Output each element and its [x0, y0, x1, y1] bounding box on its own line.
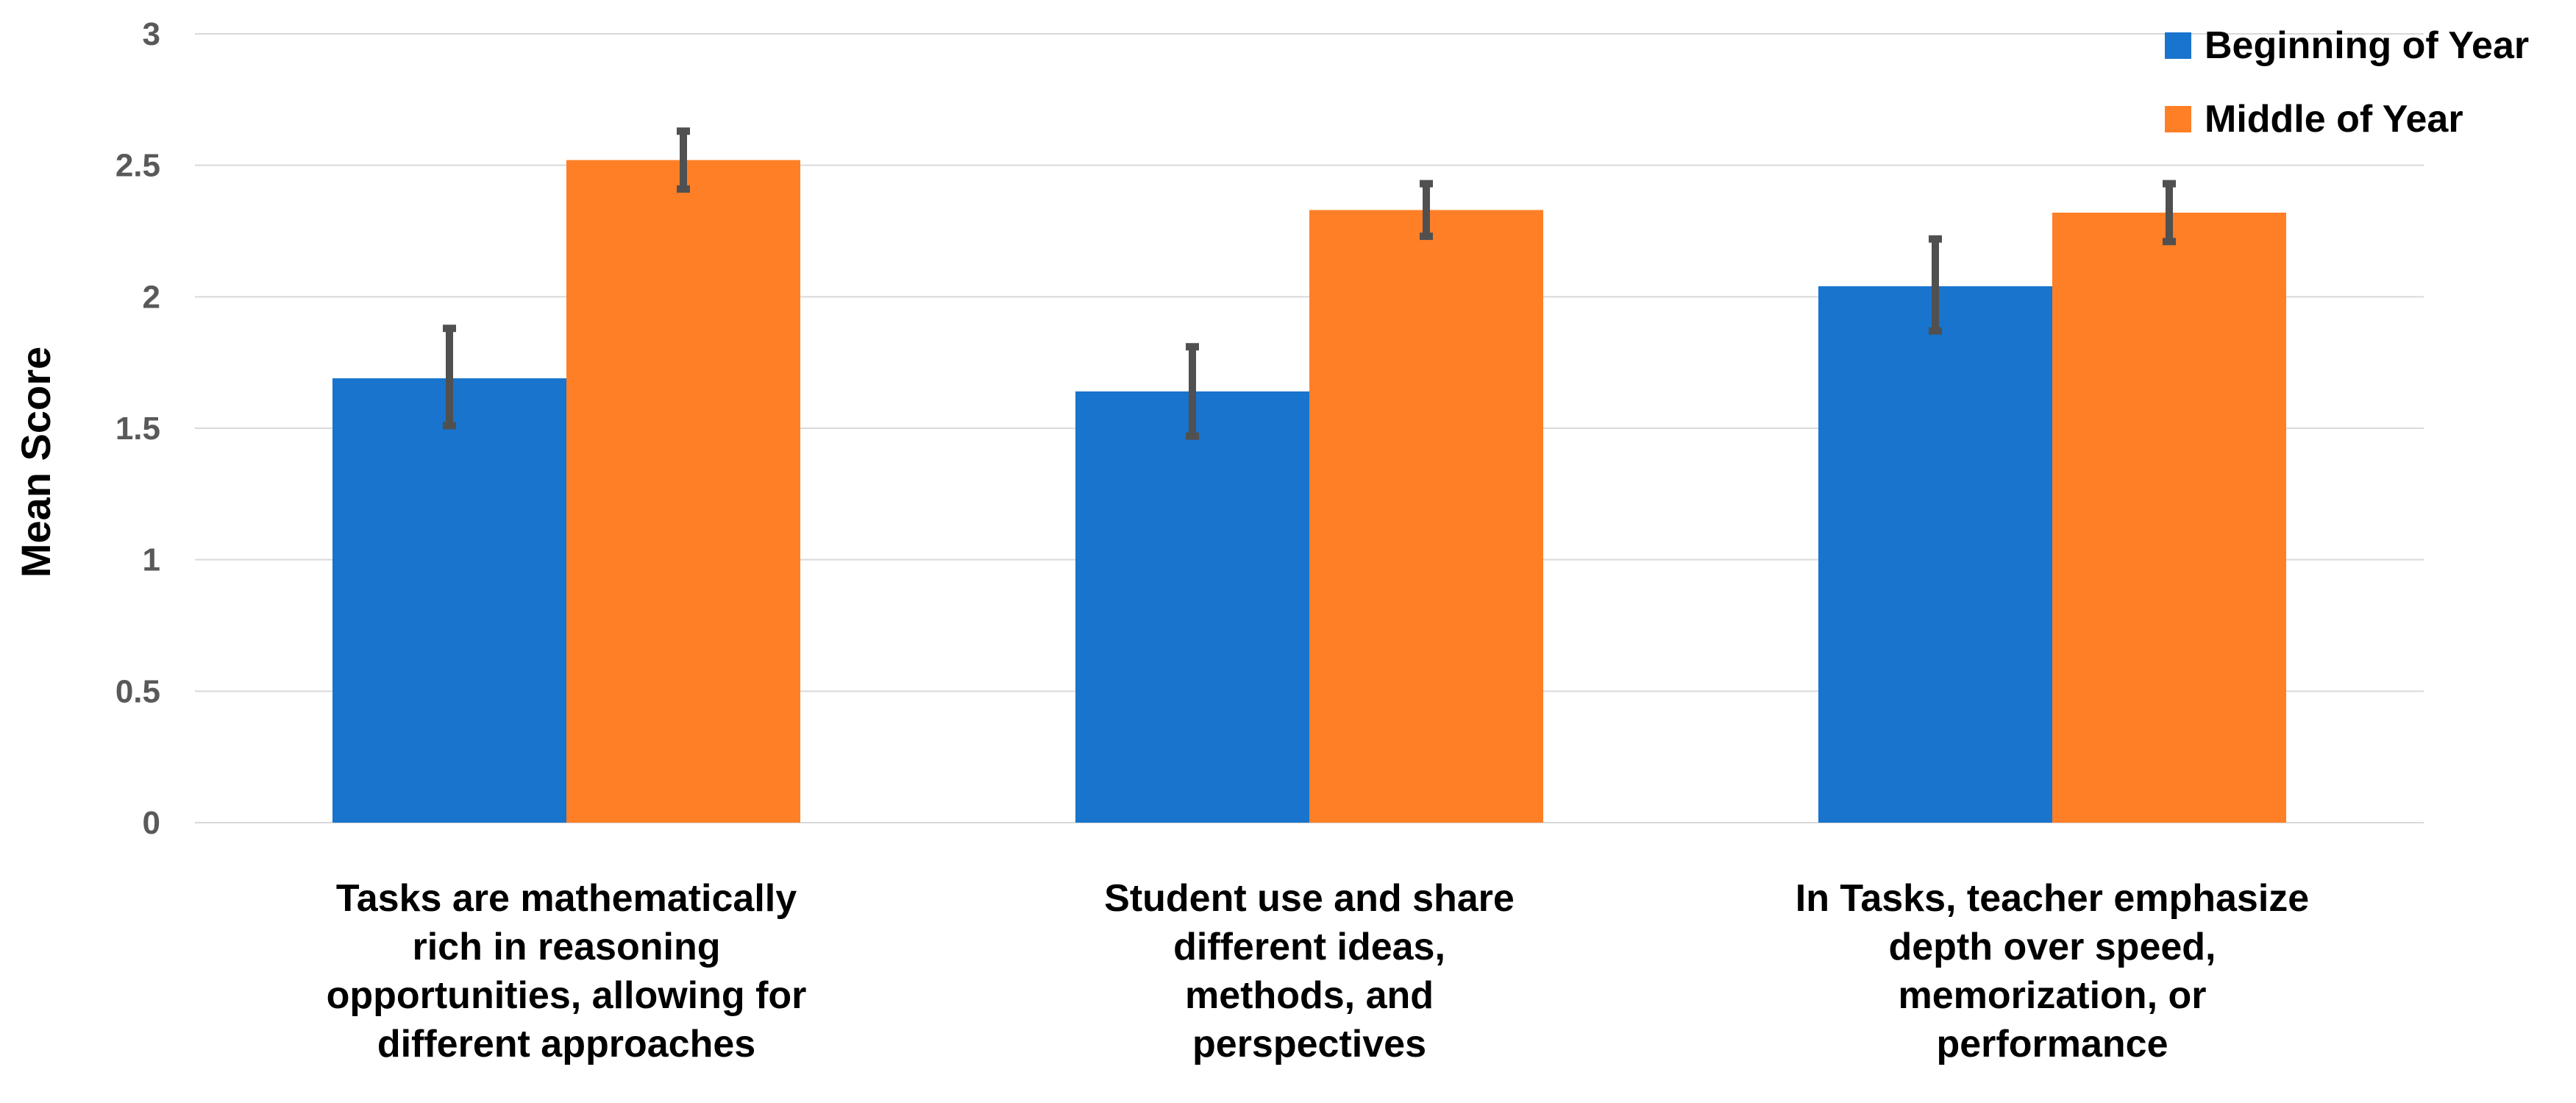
bar-middle-2	[1309, 210, 1543, 823]
y-tick-label: 2	[143, 279, 160, 315]
legend-label: Beginning of Year	[2205, 24, 2529, 67]
y-tick-label: 3	[143, 16, 160, 52]
error-bar	[1186, 343, 1199, 440]
bar-middle-1	[566, 160, 800, 823]
x-category-label-line: Tasks are mathematically	[336, 877, 797, 920]
x-category-label-line: different approaches	[377, 1023, 755, 1065]
bars	[332, 160, 2286, 823]
x-category-label-line: opportunities, allowing for	[327, 974, 807, 1017]
bar-beginning-2	[1075, 391, 1309, 823]
bar-beginning-1	[332, 378, 566, 823]
legend: Beginning of Year Middle of Year	[2165, 24, 2529, 141]
y-tick-label: 0	[143, 805, 160, 841]
x-category-label: Student use and share different ideas, met…	[1104, 877, 1515, 1065]
error-bar	[677, 127, 690, 193]
bar-beginning-3	[1818, 286, 2052, 823]
error-bar	[443, 324, 456, 430]
x-category-label-line: depth over speed,	[1889, 926, 2216, 968]
x-category-label-line: memorization, or	[1899, 974, 2207, 1017]
error-bar	[2163, 180, 2176, 246]
y-axis-ticks: 0 0.5 1 1.5 2 2.5 3	[115, 16, 160, 841]
x-category-label-line: In Tasks, teacher emphasize	[1796, 877, 2309, 920]
x-axis-category-labels: Tasks are mathematically rich in reasonin…	[327, 877, 2310, 1065]
y-tick-label: 1	[143, 542, 160, 578]
legend-label: Middle of Year	[2205, 98, 2463, 141]
x-category-label-line: rich in reasoning	[413, 926, 721, 968]
error-bars	[443, 127, 2176, 440]
x-category-label-line: different ideas,	[1173, 926, 1445, 968]
x-category-label-line: perspectives	[1192, 1023, 1426, 1065]
x-category-label: In Tasks, teacher emphasize depth over sp…	[1796, 877, 2309, 1065]
x-category-label-line: Student use and share	[1104, 877, 1515, 920]
x-category-label-line: methods, and	[1185, 974, 1434, 1017]
y-tick-label: 0.5	[115, 673, 160, 709]
legend-swatch	[2165, 106, 2191, 132]
y-tick-label: 1.5	[115, 411, 160, 447]
bar-middle-3	[2052, 212, 2286, 823]
error-bar	[1929, 235, 1942, 335]
error-bar	[1420, 180, 1433, 241]
y-axis-label: Mean Score	[13, 347, 59, 578]
y-tick-label: 2.5	[115, 148, 160, 184]
legend-swatch	[2165, 32, 2191, 59]
x-category-label: Tasks are mathematically rich in reasonin…	[327, 877, 807, 1065]
x-category-label-line: performance	[1937, 1023, 2168, 1065]
